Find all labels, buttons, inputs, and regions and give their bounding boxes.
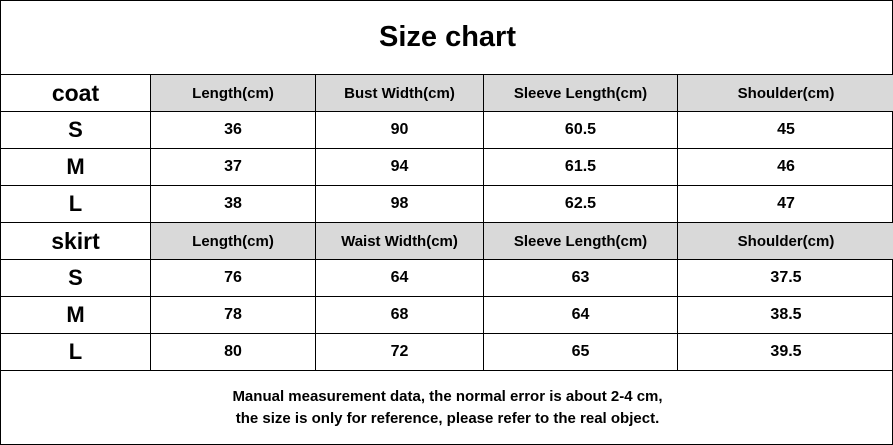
measurement: 37 — [151, 149, 316, 186]
measurement: 65 — [484, 334, 678, 371]
measurement: 36 — [151, 112, 316, 149]
size-label: M — [1, 149, 151, 186]
measurement: 78 — [151, 297, 316, 334]
measurement: 45 — [678, 112, 893, 149]
note-line: the size is only for reference, please r… — [235, 409, 660, 427]
note: Manual measurement data, the normal erro… — [1, 371, 893, 444]
measurement: 39.5 — [678, 334, 893, 371]
measurement: 62.5 — [484, 186, 678, 223]
measurement: 38.5 — [678, 297, 893, 334]
measurement: 76 — [151, 260, 316, 297]
column-header: Shoulder(cm) — [678, 223, 893, 260]
section-label: skirt — [1, 223, 151, 260]
note-line: Manual measurement data, the normal erro… — [232, 387, 663, 405]
measurement: 68 — [316, 297, 484, 334]
column-header: Shoulder(cm) — [678, 75, 893, 112]
column-header: Length(cm) — [151, 223, 316, 260]
title: Size chart — [1, 1, 893, 75]
measurement: 60.5 — [484, 112, 678, 149]
column-header: Sleeve Length(cm) — [484, 75, 678, 112]
measurement: 72 — [316, 334, 484, 371]
measurement: 64 — [316, 260, 484, 297]
size-label: L — [1, 334, 151, 371]
measurement: 46 — [678, 149, 893, 186]
measurement: 47 — [678, 186, 893, 223]
size-label: S — [1, 112, 151, 149]
measurement: 94 — [316, 149, 484, 186]
measurement: 63 — [484, 260, 678, 297]
measurement: 37.5 — [678, 260, 893, 297]
size-label: M — [1, 297, 151, 334]
column-header: Sleeve Length(cm) — [484, 223, 678, 260]
size-label: S — [1, 260, 151, 297]
column-header: Waist Width(cm) — [316, 223, 484, 260]
measurement: 38 — [151, 186, 316, 223]
measurement: 61.5 — [484, 149, 678, 186]
measurement: 98 — [316, 186, 484, 223]
measurement: 80 — [151, 334, 316, 371]
column-header: Length(cm) — [151, 75, 316, 112]
measurement: 64 — [484, 297, 678, 334]
section-label: coat — [1, 75, 151, 112]
column-header: Bust Width(cm) — [316, 75, 484, 112]
size-label: L — [1, 186, 151, 223]
measurement: 90 — [316, 112, 484, 149]
